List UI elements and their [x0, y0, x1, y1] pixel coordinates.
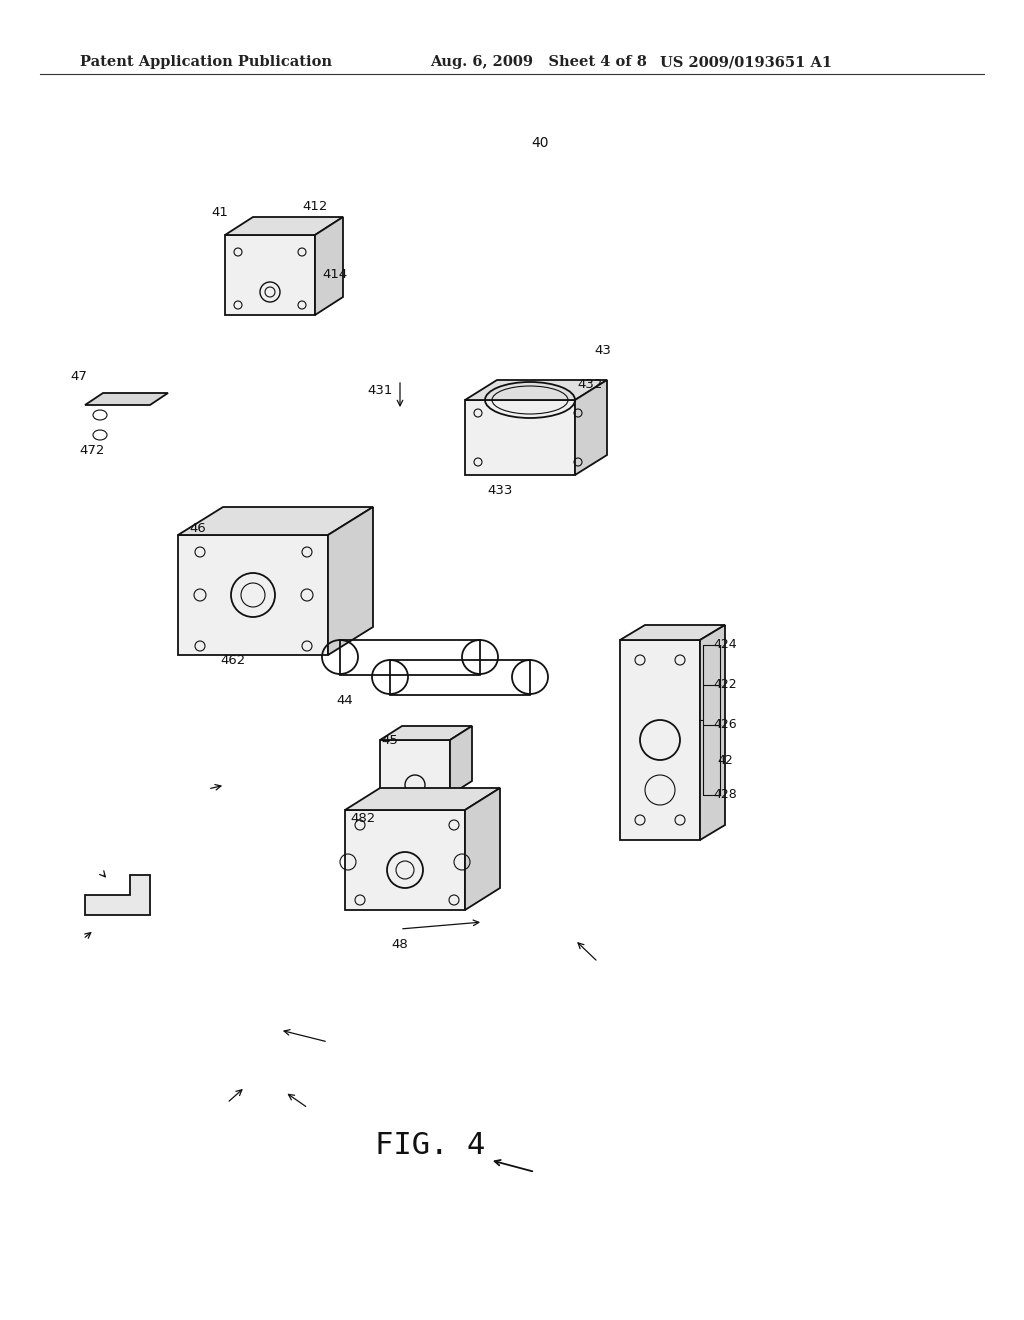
Polygon shape [178, 535, 328, 655]
Polygon shape [225, 235, 315, 315]
Text: 47: 47 [71, 371, 87, 384]
Text: FIG. 4: FIG. 4 [375, 1130, 485, 1159]
Text: 43: 43 [595, 343, 611, 356]
Polygon shape [345, 810, 465, 909]
Polygon shape [315, 216, 343, 315]
Text: 422: 422 [713, 678, 737, 692]
Text: 426: 426 [713, 718, 737, 731]
Text: 424: 424 [713, 639, 737, 652]
Text: 433: 433 [487, 483, 513, 496]
Text: 428: 428 [713, 788, 737, 801]
Text: 431: 431 [368, 384, 392, 396]
Polygon shape [380, 741, 450, 795]
Polygon shape [700, 624, 725, 840]
Polygon shape [450, 726, 472, 795]
Polygon shape [575, 380, 607, 475]
Text: 472: 472 [79, 444, 104, 457]
Text: Aug. 6, 2009   Sheet 4 of 8: Aug. 6, 2009 Sheet 4 of 8 [430, 55, 647, 69]
Polygon shape [85, 393, 168, 405]
Text: 46: 46 [189, 521, 207, 535]
Text: 41: 41 [212, 206, 228, 219]
Text: 48: 48 [391, 939, 409, 952]
Text: 412: 412 [302, 201, 328, 214]
Polygon shape [178, 507, 373, 535]
Polygon shape [620, 624, 725, 640]
Text: Patent Application Publication: Patent Application Publication [80, 55, 332, 69]
Text: 462: 462 [220, 653, 246, 667]
Text: 45: 45 [382, 734, 398, 747]
Text: 40: 40 [531, 136, 549, 150]
Bar [390, 660, 530, 696]
Polygon shape [465, 788, 500, 909]
Text: 42: 42 [717, 754, 733, 767]
Text: 432: 432 [578, 379, 603, 392]
Text: 414: 414 [323, 268, 347, 281]
Polygon shape [380, 726, 472, 741]
Polygon shape [328, 507, 373, 655]
Polygon shape [465, 380, 607, 400]
Text: 44: 44 [337, 693, 353, 706]
Polygon shape [225, 216, 343, 235]
Polygon shape [345, 788, 500, 810]
Bar [340, 640, 480, 675]
Polygon shape [465, 400, 575, 475]
Polygon shape [620, 640, 700, 840]
Polygon shape [85, 875, 150, 915]
Text: US 2009/0193651 A1: US 2009/0193651 A1 [660, 55, 833, 69]
Text: 482: 482 [350, 812, 376, 825]
